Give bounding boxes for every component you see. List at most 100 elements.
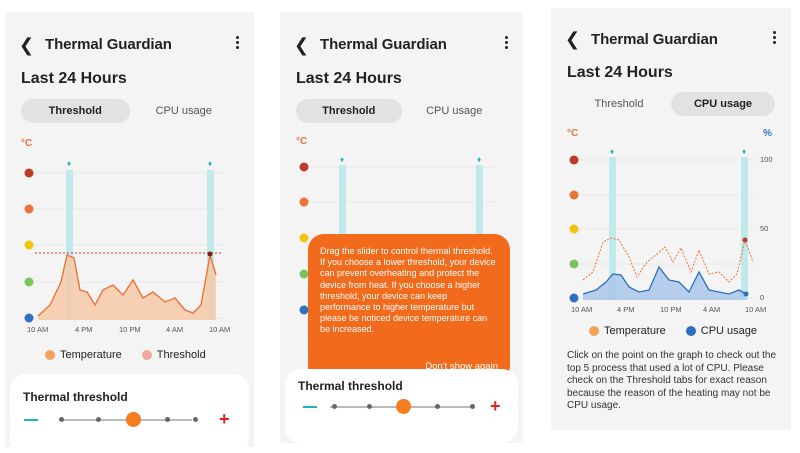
very-hot-face-icon: [24, 168, 34, 178]
slider-stop: [367, 404, 372, 409]
threshold-label: Thermal threshold: [298, 379, 403, 393]
threshold-legend-icon: [141, 350, 152, 360]
back-arrow-icon[interactable]: ❮: [19, 35, 35, 55]
tab-cpu-usage[interactable]: CPU usage: [155, 105, 212, 117]
tab-bar: Threshold CPU usage: [21, 99, 238, 123]
slider-stop: [165, 417, 170, 422]
more-options-icon[interactable]: [771, 31, 777, 47]
x-tick: 10 AM: [27, 325, 48, 334]
more-options-icon[interactable]: [234, 36, 240, 52]
temperature-level-icons: [24, 168, 34, 323]
legend-cpu-usage: CPU usage: [700, 325, 758, 337]
cpu-usage-area: [583, 267, 746, 300]
app-bar: ❮ Thermal Guardian: [280, 12, 523, 64]
marker-icon: ♦: [208, 159, 212, 168]
cpu-point[interactable]: [743, 291, 749, 297]
increase-button[interactable]: +: [219, 409, 230, 429]
highlight-band: [741, 157, 748, 300]
threshold-point[interactable]: [207, 251, 213, 257]
slider-stop: [435, 404, 440, 409]
normal-face-icon: [24, 277, 34, 287]
highlight-band: [339, 165, 346, 245]
x-tick: 4 PM: [75, 325, 93, 334]
temperature-point[interactable]: [742, 237, 748, 243]
tab-bar: Threshold CPU usage: [567, 92, 775, 116]
tab-bar: Threshold CPU usage: [296, 99, 507, 123]
app-title: Thermal Guardian: [320, 36, 447, 53]
slider-knob[interactable]: [396, 399, 411, 414]
normal-face-icon: [299, 269, 309, 279]
cool-face-icon: [569, 293, 579, 303]
back-arrow-icon[interactable]: ❮: [565, 29, 581, 49]
slider-help-tooltip: Drag the slider to control thermal thres…: [308, 234, 510, 391]
app-title: Thermal Guardian: [591, 31, 718, 48]
slider-stop: [470, 404, 475, 409]
normal-face-icon: [569, 259, 579, 269]
right-tick: 0: [760, 293, 764, 302]
threshold-card: Thermal threshold +: [285, 369, 518, 443]
slider-knob[interactable]: [126, 412, 141, 427]
marker-icon: ♦: [477, 155, 481, 164]
warm-face-icon: [24, 240, 34, 250]
x-tick: 4 AM: [703, 305, 720, 314]
cpu-usage-chart[interactable]: °C % 100 50 0 ♦ ♦ 10 AM 4 PM 10 PM 4 AM: [551, 122, 791, 332]
highlight-band: [609, 157, 616, 300]
marker-icon: ♦: [610, 147, 614, 156]
marker-icon: ♦: [340, 155, 344, 164]
legend: Temperature CPU usage: [589, 325, 757, 337]
legend-temperature: Temperature: [604, 325, 666, 337]
section-title: Last 24 Hours: [567, 64, 673, 81]
tab-threshold[interactable]: Threshold: [21, 99, 130, 123]
screen-threshold: ❮ Thermal Guardian Last 24 Hours Thresho…: [5, 12, 254, 447]
marker-icon: ♦: [67, 159, 71, 168]
temperature-level-icons: [299, 162, 309, 315]
unit-label-celsius: °C: [296, 136, 307, 147]
temperature-chart[interactable]: °C ♦ ♦ 10 AM 4 PM 10 PM 4 AM 10 AM: [5, 130, 254, 340]
tab-cpu-usage[interactable]: CPU usage: [426, 105, 483, 117]
x-tick: 4 AM: [166, 325, 183, 334]
slider-stop: [332, 404, 337, 409]
legend-temperature: Temperature: [60, 349, 122, 361]
temperature-legend-icon: [45, 350, 55, 360]
very-hot-face-icon: [569, 155, 579, 165]
tab-threshold[interactable]: Threshold: [296, 99, 402, 123]
app-bar: ❮ Thermal Guardian: [5, 12, 254, 64]
legend-threshold: Threshold: [156, 349, 206, 361]
hot-face-icon: [299, 197, 309, 207]
unit-label-celsius: °C: [567, 128, 578, 139]
x-tick: 10 AM: [571, 305, 592, 314]
slider-stop: [59, 417, 64, 422]
marker-icon: ♦: [742, 147, 746, 156]
right-tick: 50: [760, 224, 768, 233]
very-hot-face-icon: [299, 162, 309, 172]
temperature-line: [37, 254, 217, 317]
screen-threshold-tooltip: ❮ Thermal Guardian Last 24 Hours Thresho…: [280, 12, 523, 443]
cpu-usage-line: [582, 265, 747, 295]
x-tick: 10 PM: [660, 305, 682, 314]
decrease-button[interactable]: [303, 406, 317, 408]
tab-cpu-usage[interactable]: CPU usage: [671, 92, 775, 116]
cool-face-icon: [299, 305, 309, 315]
temperature-level-icons: [569, 155, 579, 303]
cpu-usage-legend-icon: [685, 326, 696, 336]
warm-face-icon: [569, 224, 579, 234]
warm-face-icon: [299, 233, 309, 243]
back-arrow-icon[interactable]: ❮: [294, 35, 310, 55]
section-title: Last 24 Hours: [296, 70, 402, 87]
app-bar: ❮ Thermal Guardian: [551, 8, 791, 60]
increase-button[interactable]: +: [490, 396, 501, 416]
more-options-icon[interactable]: [503, 36, 509, 52]
temperature-area: [38, 255, 216, 320]
right-tick: 100: [760, 155, 773, 164]
x-tick: 4 PM: [617, 305, 635, 314]
decrease-button[interactable]: [24, 419, 38, 421]
slider-stop: [193, 417, 198, 422]
highlight-band: [66, 170, 73, 320]
dont-show-again-button[interactable]: Don't show again: [425, 361, 498, 372]
highlight-band: [207, 170, 214, 320]
temperature-legend-icon: [589, 326, 599, 336]
tab-threshold[interactable]: Threshold: [594, 98, 644, 110]
highlight-band: [476, 165, 483, 245]
help-text: Click on the point on the graph to check…: [567, 350, 777, 411]
tooltip-text: Drag the slider to control thermal thres…: [320, 246, 496, 335]
